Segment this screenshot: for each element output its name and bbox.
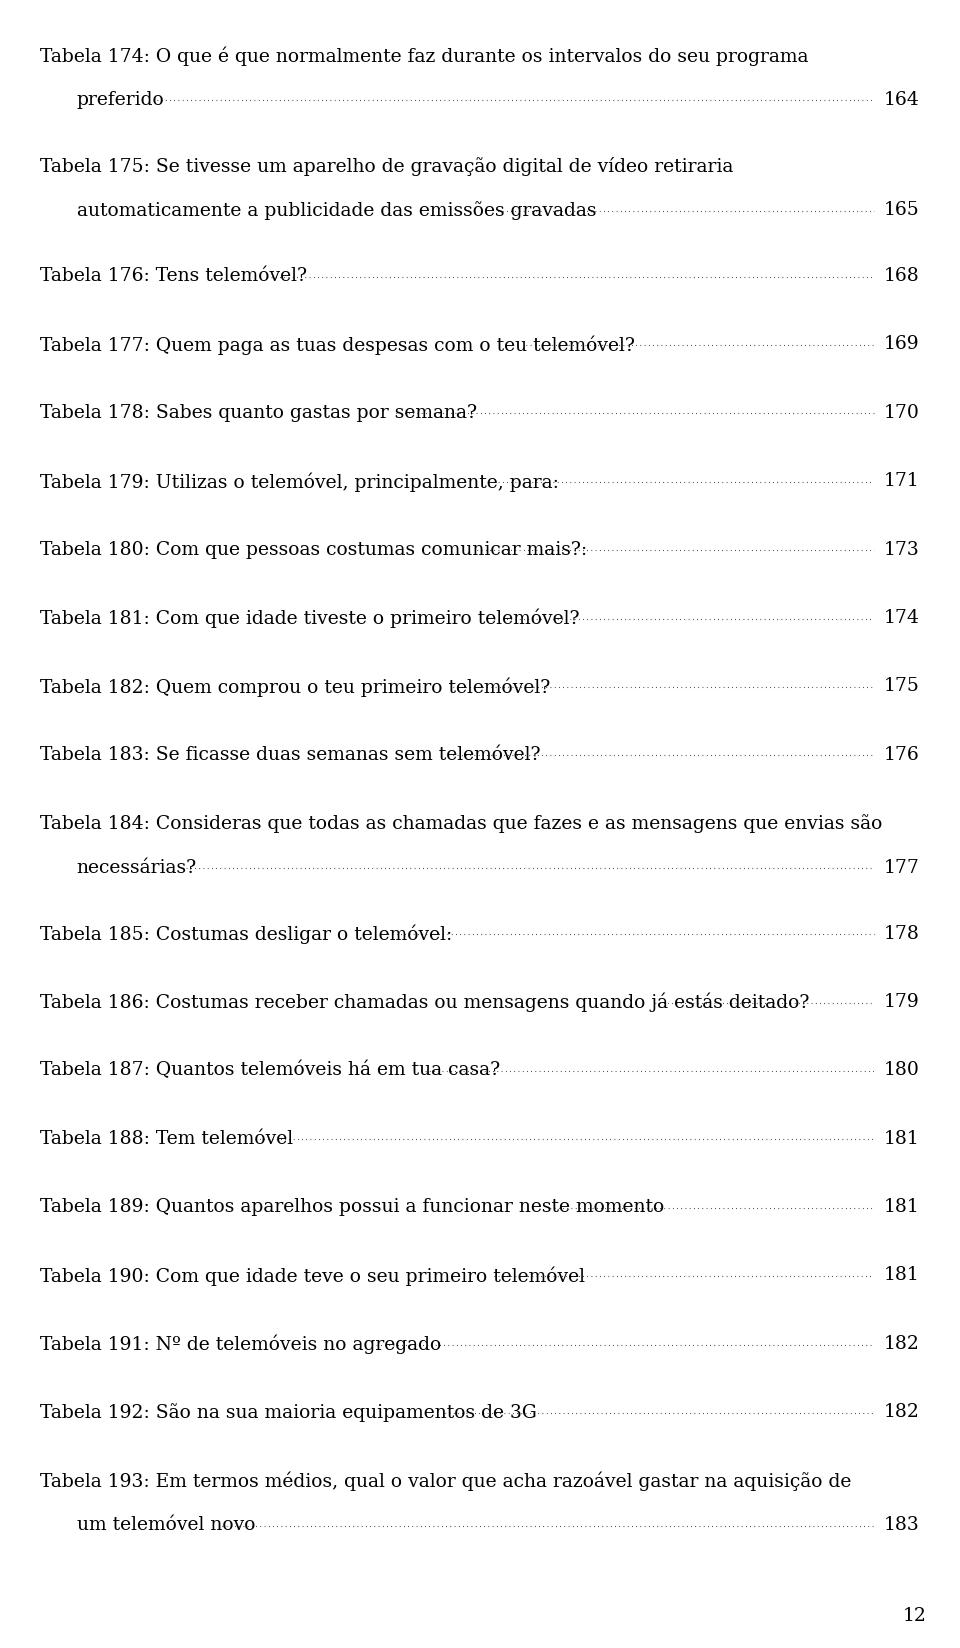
Text: 181: 181 [884,1266,920,1284]
Text: Tabela 179: Utilizas o telemóvel, principalmente, para:: Tabela 179: Utilizas o telemóvel, princi… [40,473,559,491]
Text: 168: 168 [884,267,920,285]
Text: 181: 181 [884,1198,920,1216]
Text: 165: 165 [884,201,920,219]
Text: 182: 182 [884,1404,920,1421]
Text: Tabela 190: Com que idade teve o seu primeiro telemóvel: Tabela 190: Com que idade teve o seu pri… [40,1266,586,1285]
Text: Tabela 183: Se ficasse duas semanas sem telemóvel?: Tabela 183: Se ficasse duas semanas sem … [40,745,540,763]
Text: 178: 178 [884,925,920,943]
Text: Tabela 189: Quantos aparelhos possui a funcionar neste momento: Tabela 189: Quantos aparelhos possui a f… [40,1198,664,1216]
Text: Tabela 193: Em termos médios, qual o valor que acha razoável gastar na aquisição: Tabela 193: Em termos médios, qual o val… [40,1472,852,1491]
Text: automaticamente a publicidade das emissões gravadas: automaticamente a publicidade das emissõ… [77,201,596,221]
Text: 12: 12 [902,1607,926,1625]
Text: 170: 170 [884,404,920,422]
Text: Tabela 181: Com que idade tiveste o primeiro telemóvel?: Tabela 181: Com que idade tiveste o prim… [40,610,580,628]
Text: 173: 173 [884,541,920,559]
Text: Tabela 180: Com que pessoas costumas comunicar mais?:: Tabela 180: Com que pessoas costumas com… [40,541,588,559]
Text: 183: 183 [884,1516,920,1534]
Text: necessárias?: necessárias? [77,859,197,877]
Text: 177: 177 [884,859,920,877]
Text: 175: 175 [884,677,920,695]
Text: um telemóvel novo: um telemóvel novo [77,1516,255,1534]
Text: Tabela 185: Costumas desligar o telemóvel:: Tabela 185: Costumas desligar o telemóve… [40,925,452,944]
Text: 164: 164 [884,91,920,109]
Text: Tabela 188: Tem telemóvel: Tabela 188: Tem telemóvel [40,1131,294,1147]
Text: 171: 171 [884,473,920,489]
Text: 181: 181 [884,1131,920,1147]
Text: 169: 169 [884,336,920,353]
Text: Tabela 174: O que é que normalmente faz durante os intervalos do seu programa: Tabela 174: O que é que normalmente faz … [40,46,809,66]
Text: Tabela 178: Sabes quanto gastas por semana?: Tabela 178: Sabes quanto gastas por sema… [40,404,477,422]
Text: preferido: preferido [77,91,164,109]
Text: Tabela 186: Costumas receber chamadas ou mensagens quando já estás deitado?: Tabela 186: Costumas receber chamadas ou… [40,992,809,1012]
Text: 174: 174 [884,610,920,626]
Text: Tabela 191: Nº de telemóveis no agregado: Tabela 191: Nº de telemóveis no agregado [40,1335,442,1355]
Text: Tabela 175: Se tivesse um aparelho de gravação digital de vídeo retiraria: Tabela 175: Se tivesse um aparelho de gr… [40,157,733,176]
Text: Tabela 192: São na sua maioria equipamentos de 3G: Tabela 192: São na sua maioria equipamen… [40,1404,538,1422]
Text: 180: 180 [884,1061,920,1079]
Text: Tabela 182: Quem comprou o teu primeiro telemóvel?: Tabela 182: Quem comprou o teu primeiro … [40,677,551,697]
Text: Tabela 177: Quem paga as tuas despesas com o teu telemóvel?: Tabela 177: Quem paga as tuas despesas c… [40,336,636,354]
Text: Tabela 176: Tens telemóvel?: Tabela 176: Tens telemóvel? [40,267,307,285]
Text: 179: 179 [884,992,920,1010]
Text: Tabela 184: Consideras que todas as chamadas que fazes e as mensagens que envias: Tabela 184: Consideras que todas as cham… [40,814,882,834]
Text: 176: 176 [884,745,920,763]
Text: Tabela 187: Quantos telemóveis há em tua casa?: Tabela 187: Quantos telemóveis há em tua… [40,1061,500,1079]
Text: 182: 182 [884,1335,920,1353]
